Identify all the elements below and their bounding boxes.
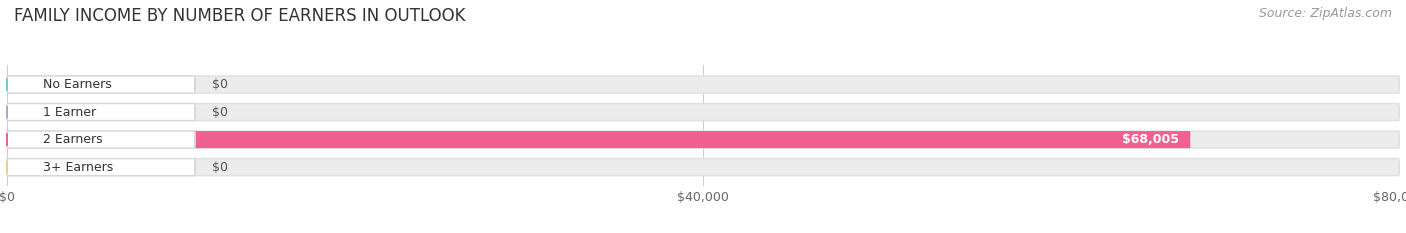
Text: No Earners: No Earners <box>42 78 111 91</box>
FancyBboxPatch shape <box>7 76 1399 93</box>
Text: 3+ Earners: 3+ Earners <box>42 161 112 174</box>
FancyBboxPatch shape <box>7 159 195 176</box>
FancyBboxPatch shape <box>7 131 1399 148</box>
FancyBboxPatch shape <box>7 76 195 93</box>
FancyBboxPatch shape <box>7 131 1191 148</box>
FancyBboxPatch shape <box>7 76 97 93</box>
Text: FAMILY INCOME BY NUMBER OF EARNERS IN OUTLOOK: FAMILY INCOME BY NUMBER OF EARNERS IN OU… <box>14 7 465 25</box>
FancyBboxPatch shape <box>7 103 1399 121</box>
Text: Source: ZipAtlas.com: Source: ZipAtlas.com <box>1258 7 1392 20</box>
Text: 2 Earners: 2 Earners <box>42 133 103 146</box>
FancyBboxPatch shape <box>7 159 97 176</box>
Text: $0: $0 <box>212 106 228 119</box>
Text: $0: $0 <box>212 161 228 174</box>
FancyBboxPatch shape <box>7 103 195 121</box>
Text: 1 Earner: 1 Earner <box>42 106 96 119</box>
FancyBboxPatch shape <box>7 131 195 148</box>
FancyBboxPatch shape <box>7 103 97 121</box>
FancyBboxPatch shape <box>7 159 1399 176</box>
Text: $0: $0 <box>212 78 228 91</box>
Text: $68,005: $68,005 <box>1122 133 1180 146</box>
